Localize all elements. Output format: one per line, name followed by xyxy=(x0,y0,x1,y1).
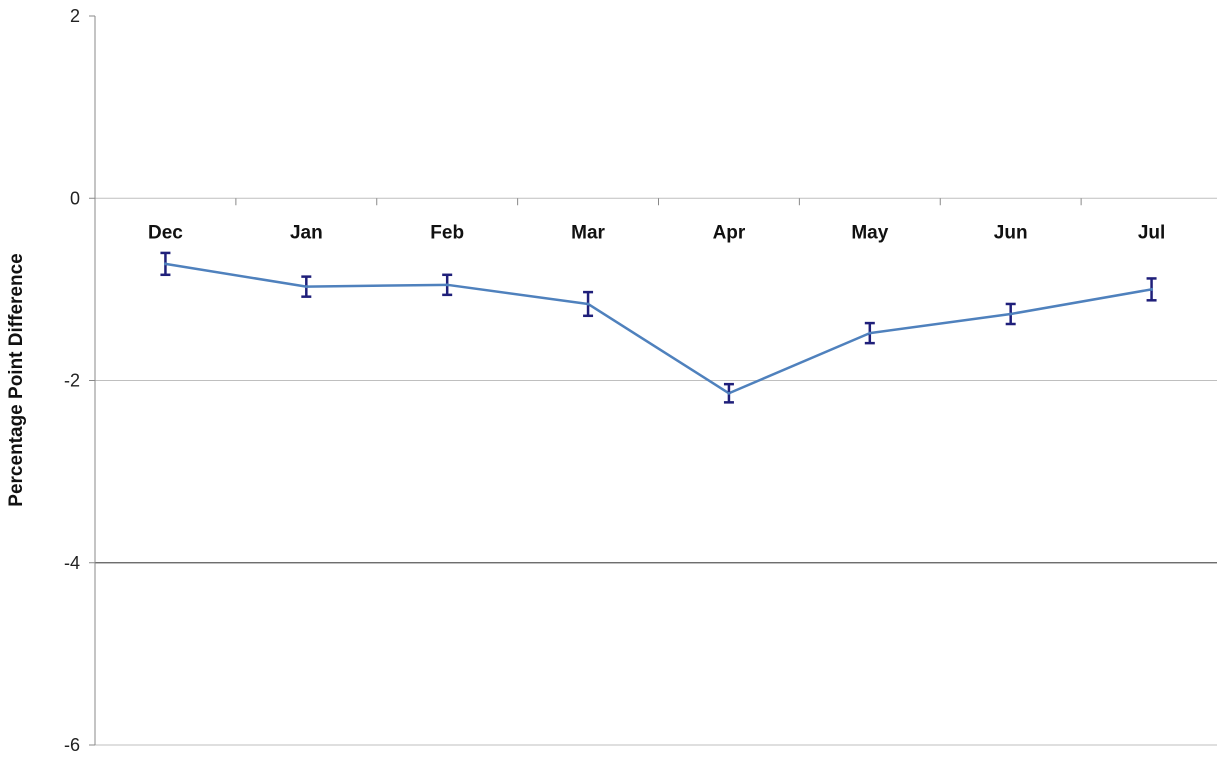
data-point-feb xyxy=(445,283,449,287)
category-label-jun: Jun xyxy=(994,222,1028,243)
data-point-dec xyxy=(163,262,167,266)
y-tick-label-2: 2 xyxy=(70,6,80,26)
category-labels: Dec Jan Feb Mar Apr May Jun Jul xyxy=(148,222,1165,243)
y-axis-title: Percentage Point Difference xyxy=(6,253,27,506)
axes xyxy=(89,15,1082,746)
y-tick-label--6: -6 xyxy=(64,735,80,755)
data-point-apr xyxy=(727,391,731,395)
y-tick-label--4: -4 xyxy=(64,553,80,573)
category-label-jul: Jul xyxy=(1138,222,1165,243)
series-line-0 xyxy=(165,262,1152,395)
series-group xyxy=(160,251,1157,404)
data-point-jun xyxy=(1009,312,1013,316)
y-tick-labels: 2 0 -2 -4 -6 xyxy=(64,6,80,755)
data-point-jul xyxy=(1150,287,1154,291)
y-tick-label--2: -2 xyxy=(64,371,80,391)
category-label-feb: Feb xyxy=(430,222,464,243)
category-label-mar: Mar xyxy=(571,222,605,243)
data-point-may xyxy=(868,331,872,335)
category-label-apr: Apr xyxy=(713,222,746,243)
y-tick-label-0: 0 xyxy=(70,188,80,208)
data-point-mar xyxy=(586,302,590,306)
category-label-may: May xyxy=(851,222,888,243)
grid-lines xyxy=(95,197,1217,746)
data-point-jan xyxy=(304,285,308,289)
category-label-dec: Dec xyxy=(148,222,183,243)
category-label-jan: Jan xyxy=(290,222,323,243)
